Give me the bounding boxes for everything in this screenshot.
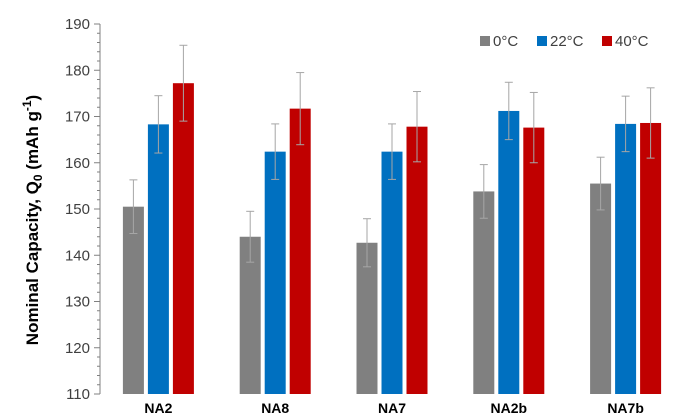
y-axis-title: Nominal Capacity, Q0 (mAh g-1): [20, 95, 45, 345]
bar: [590, 183, 612, 394]
y-tick-label: 130: [65, 294, 90, 311]
y-tick-label: 110: [66, 386, 90, 403]
bar: [239, 236, 261, 394]
y-tick-label: 170: [65, 109, 90, 126]
bar: [289, 108, 311, 394]
bar: [147, 124, 169, 395]
x-category-label: NA2b: [491, 400, 528, 416]
error-bars-layer: [129, 44, 655, 268]
x-category-label: NA7b: [607, 400, 644, 416]
y-tick-label: 160: [65, 155, 90, 172]
legend-swatch: [537, 36, 547, 46]
y-axis-label: Nominal Capacity, Q0 (mAh g-1): [20, 95, 45, 345]
legend: 0°C 22°C 40°C: [480, 33, 649, 50]
x-category-label: NA8: [261, 400, 289, 416]
bar: [122, 206, 144, 394]
y-axis-label-main: Nominal Capacity, Q: [23, 181, 42, 345]
bar: [640, 122, 662, 394]
x-category-label: NA7: [378, 400, 406, 416]
bar: [473, 191, 495, 394]
bar: [406, 126, 428, 395]
x-axis-labels: NA2 NA8 NA7 NA2b NA7b: [144, 400, 643, 416]
bar: [381, 151, 403, 394]
y-tick-label: 140: [65, 247, 90, 264]
legend-label: 0°C: [493, 33, 518, 50]
y-axis-label-unit-close: ): [23, 95, 42, 101]
y-tick-label: 180: [65, 62, 90, 79]
bar: [615, 123, 637, 395]
legend-label: 40°C: [615, 33, 649, 50]
bar: [172, 83, 194, 394]
y-axis-label-subscript: 0: [31, 174, 45, 181]
legend-swatch: [602, 36, 612, 46]
bar: [356, 242, 378, 394]
x-category-label: NA2: [144, 400, 172, 416]
bar: [523, 127, 545, 394]
legend-label: 22°C: [550, 33, 584, 50]
bars-layer: [122, 83, 662, 395]
y-tick-label: 190: [65, 16, 90, 33]
y-axis-label-superscript: -1: [20, 100, 34, 111]
legend-swatch: [480, 36, 490, 46]
bar: [498, 110, 520, 394]
bar: [264, 151, 286, 394]
y-tick-label: 150: [65, 201, 90, 218]
y-tick-label: 120: [65, 340, 90, 357]
y-axis: 110 120 130 140 150 160 170 180 190: [65, 16, 101, 403]
y-axis-label-unit-open: (mAh g: [23, 111, 42, 174]
